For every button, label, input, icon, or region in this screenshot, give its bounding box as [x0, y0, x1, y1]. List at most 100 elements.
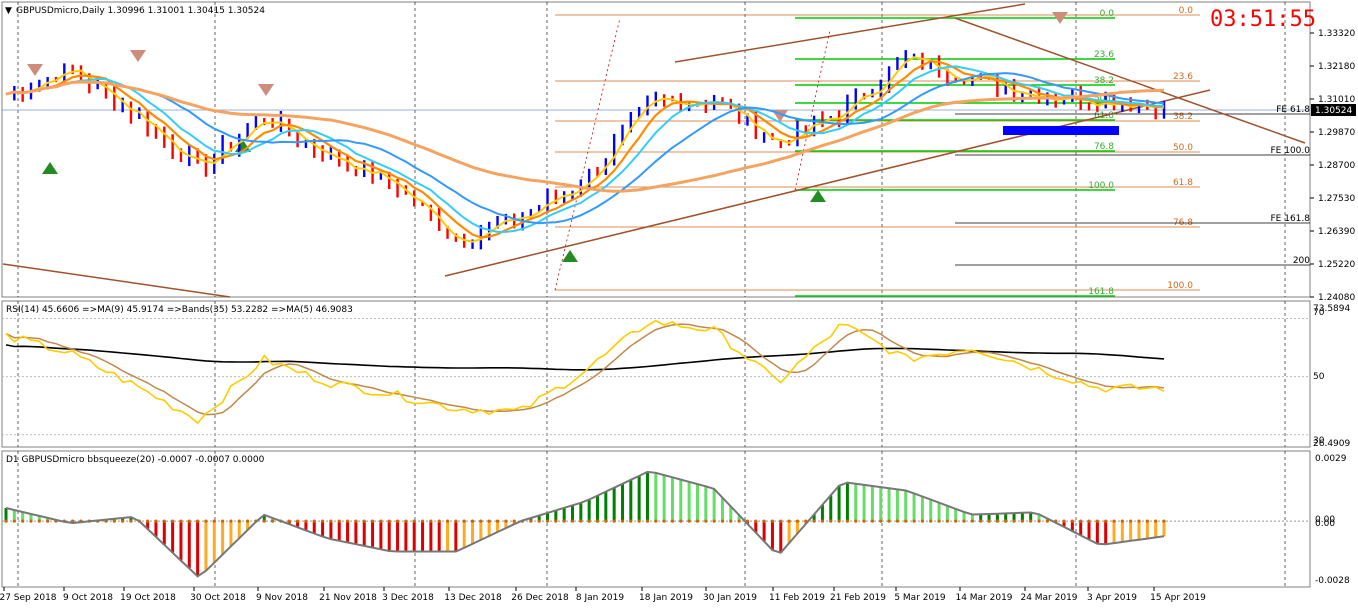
chart-dropdown-icon[interactable]: ▼ [5, 6, 12, 16]
price-tick-label: 1.26390 [1318, 227, 1355, 237]
squeeze-dot [1037, 519, 1041, 523]
squeeze-dot [595, 519, 600, 523]
rsi-header: RSI(14) 45.6606 =>MA(9) 45.9174 =>Bands(… [6, 305, 353, 315]
squeeze-envelope [5, 470, 1165, 578]
squeeze-dot [154, 519, 158, 523]
squeeze-dot [637, 519, 641, 523]
time-tick-label: 9 Oct 2018 [63, 593, 113, 603]
squeeze-dot [320, 519, 325, 523]
squeeze-dot [704, 519, 708, 523]
trend-line [2, 263, 231, 298]
squeeze-dot [1162, 519, 1166, 523]
squeeze-dot [662, 519, 666, 523]
squeeze-dot [212, 519, 216, 523]
squeeze-dot [312, 519, 316, 523]
current-price-label: 1.30524 [1315, 106, 1352, 116]
squeeze-dot [395, 519, 400, 523]
time-tick-label: 18 Jan 2019 [639, 593, 693, 603]
squeeze-dot [629, 519, 633, 523]
squeeze-dot [987, 519, 991, 523]
squeeze-dot [937, 519, 941, 523]
squeeze-dot [845, 519, 850, 523]
rsi-lines [2, 317, 1310, 436]
fib-brown-label: 0.0 [1179, 6, 1194, 16]
squeeze-dot [304, 519, 308, 523]
up-arrow-icon [810, 190, 826, 202]
squeeze-dot [387, 519, 391, 523]
time-tick-label: 24 Mar 2019 [1020, 593, 1077, 603]
trend-line [674, 3, 1026, 63]
time-tick-label: 21 Nov 2018 [319, 593, 377, 603]
squeeze-dot [862, 519, 866, 523]
squeeze-dot [737, 519, 741, 523]
moving-averages [5, 56, 1165, 243]
trend-line [954, 17, 1306, 144]
squeeze-dot [912, 519, 916, 523]
squeeze-dot [487, 519, 491, 523]
fib-brown-label: 38.2 [1173, 112, 1193, 122]
squeeze-dot [979, 519, 983, 523]
price-tick-label: 1.25220 [1318, 260, 1355, 270]
fib-green-label: 38.2 [1094, 76, 1114, 86]
squeeze-dot [895, 519, 900, 523]
rsi-panel[interactable] [1, 300, 1311, 448]
vertical-grid [2, 2, 1310, 587]
squeeze-dot [1129, 519, 1133, 523]
squeeze-dot [620, 519, 625, 523]
squeeze-dot [454, 519, 458, 523]
squeeze-dot [1020, 519, 1024, 523]
price-panel[interactable] [1, 1, 1311, 298]
squeeze-dot [870, 519, 875, 523]
fib-connector [554, 17, 621, 291]
squeeze-dot [770, 519, 775, 523]
squeeze-dot [762, 519, 766, 523]
down-arrow-icon [27, 64, 43, 76]
squeeze-tick-label: -0.0028 [1315, 576, 1350, 586]
squeeze-dot [1104, 519, 1108, 523]
squeeze-dot [1120, 519, 1124, 523]
squeeze-dot [1012, 519, 1016, 523]
squeeze-dot [545, 519, 550, 523]
squeeze-dot [379, 519, 383, 523]
time-tick-label: 15 Apr 2019 [1150, 593, 1206, 603]
down-arrow-icon [130, 50, 146, 62]
squeeze-dot [462, 519, 466, 523]
time-tick-label: 26 Dec 2018 [511, 593, 569, 603]
price-tick-label: 1.29870 [1318, 128, 1355, 138]
squeeze-dot [995, 519, 999, 523]
time-tick-label: 8 Jan 2019 [576, 593, 624, 603]
down-arrow-icon [1052, 12, 1068, 24]
squeeze-dot [12, 519, 16, 523]
squeeze-dot [221, 519, 225, 523]
squeeze-dot [4, 519, 8, 523]
squeeze-dot [679, 519, 683, 523]
squeeze-dot [370, 519, 375, 523]
price-tick-label: 1.28700 [1318, 161, 1355, 171]
squeeze-dot [1112, 519, 1116, 523]
squeeze-dot [404, 519, 408, 523]
squeeze-dot [812, 519, 816, 523]
squeeze-dot [695, 519, 700, 523]
squeeze-dot [887, 519, 891, 523]
fib-brown-label: 50.0 [1173, 143, 1193, 153]
moving-average-line [5, 72, 1165, 225]
time-tick-label: 9 Nov 2018 [256, 593, 308, 603]
time-tick-label: 13 Dec 2018 [444, 593, 502, 603]
squeeze-dot [504, 519, 508, 523]
squeeze-dot [345, 519, 350, 523]
squeeze-dot [245, 519, 250, 523]
squeeze-dot [562, 519, 566, 523]
squeeze-dot [287, 519, 291, 523]
squeeze-dot [162, 519, 166, 523]
squeeze-dot [945, 519, 949, 523]
squeeze-dot [429, 519, 433, 523]
time-tick-label: 30 Oct 2018 [190, 593, 246, 603]
current-price-badge [1311, 104, 1356, 116]
squeeze-dot [820, 519, 825, 523]
time-tick-label: 27 Sep 2018 [0, 593, 57, 603]
fe-label: FE 161.8 [1271, 214, 1311, 224]
moving-average-line [5, 65, 1164, 233]
up-arrow-icon [562, 250, 578, 262]
squeeze-dot [1095, 519, 1099, 523]
